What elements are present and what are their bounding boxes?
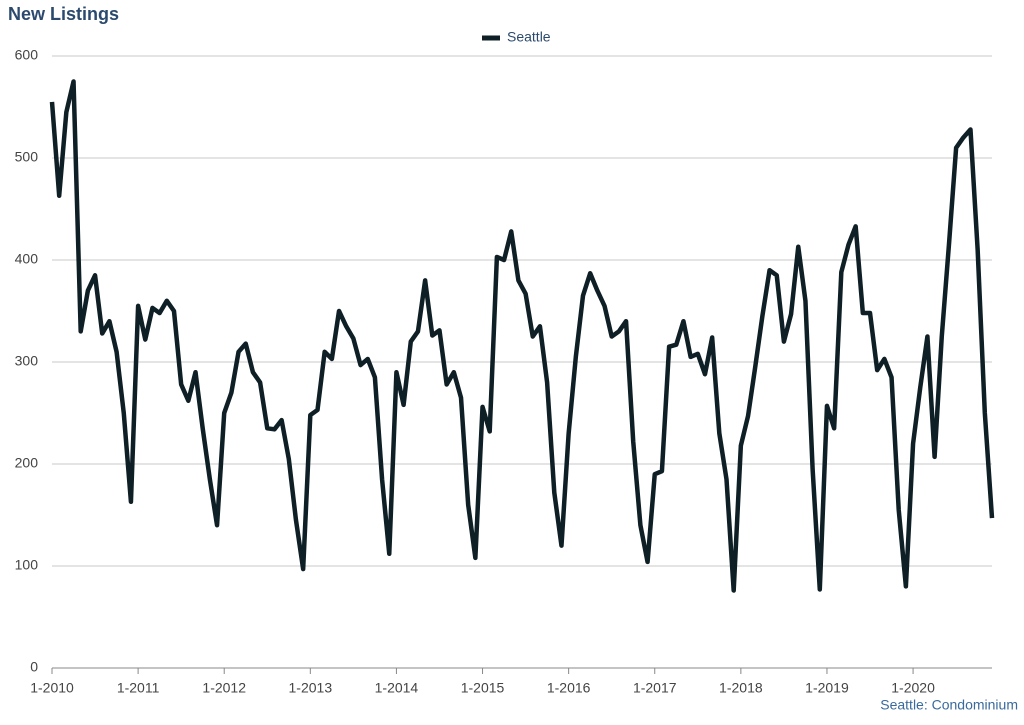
x-tick-label: 1-2010 — [30, 680, 74, 696]
x-tick-label: 1-2014 — [375, 680, 419, 696]
y-tick-label: 600 — [15, 47, 39, 63]
legend-label: Seattle — [507, 29, 551, 45]
y-tick-label: 100 — [15, 557, 39, 573]
chart-title: New Listings — [8, 4, 119, 24]
note: Seattle: Condominium — [880, 697, 1018, 713]
x-tick-label: 1-2012 — [202, 680, 246, 696]
y-tick-label: 0 — [30, 659, 38, 675]
x-tick-label: 1-2016 — [547, 680, 591, 696]
x-tick-label: 1-2018 — [719, 680, 763, 696]
x-tick-label: 1-2015 — [461, 680, 505, 696]
y-tick-label: 300 — [15, 353, 39, 369]
y-tick-label: 200 — [15, 455, 39, 471]
x-tick-label: 1-2017 — [633, 680, 677, 696]
x-tick-label: 1-2013 — [289, 680, 333, 696]
y-tick-label: 500 — [15, 149, 39, 165]
x-tick-label: 1-2020 — [891, 680, 935, 696]
x-tick-label: 1-2011 — [117, 680, 160, 696]
y-tick-label: 400 — [15, 251, 39, 267]
x-tick-label: 1-2019 — [805, 680, 849, 696]
series-line — [49, 79, 995, 593]
